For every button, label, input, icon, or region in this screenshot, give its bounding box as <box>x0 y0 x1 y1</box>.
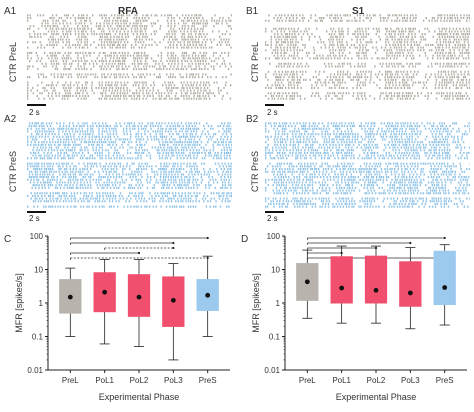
mean-marker <box>205 292 211 298</box>
box-pol3 <box>399 247 422 330</box>
mean-marker <box>170 297 176 303</box>
box-iqr <box>330 256 353 304</box>
x-axis-title: Experimental Phase <box>99 392 180 402</box>
scalebar-label-a1: 2 s <box>29 108 40 117</box>
spike-raster <box>265 14 470 100</box>
box-pres <box>433 244 456 326</box>
raster-plot-b2 <box>265 122 470 208</box>
raster-ylabel-a1: CTR PreL <box>8 41 18 82</box>
raster-plot-a2 <box>27 122 232 208</box>
box-iqr <box>399 261 422 307</box>
y-tick-label: 1 <box>276 299 281 308</box>
spike-raster <box>265 122 470 208</box>
mean-marker <box>67 294 73 300</box>
box-iqr <box>364 255 388 304</box>
mean-marker <box>407 290 413 296</box>
y-tick-label: 100 <box>267 232 281 241</box>
spike-raster <box>27 14 232 100</box>
y-axis-title: MFR [spikes/s] <box>14 273 24 333</box>
box-pol1 <box>330 245 353 324</box>
column-title-s1: S1 <box>352 6 365 17</box>
raster-plot-b1 <box>265 14 470 100</box>
scalebar-b2 <box>265 211 284 213</box>
box-prel <box>296 249 319 319</box>
x-tick-label: PoL1 <box>95 376 114 385</box>
panel-letter-b2: B2 <box>246 114 259 125</box>
box-pol3 <box>162 263 185 361</box>
box-pol2 <box>364 245 388 324</box>
raster-ylabel-a2: CTR PreS <box>8 150 18 192</box>
mean-marker <box>442 285 448 290</box>
x-tick-label: PoL3 <box>401 376 420 385</box>
significance-brackets <box>69 236 209 260</box>
boxplot-chart-c: 0.01 0.1 1 10 100 PreL PoL1 PoL2 PoL3 PreS Experim… <box>4 232 230 402</box>
panel-letter-b1: B1 <box>246 6 259 17</box>
x-tick-label: PoL1 <box>332 376 351 385</box>
column-title-rfa: RFA <box>118 6 138 17</box>
panel-letter-c: C <box>4 234 11 245</box>
scalebar-a1 <box>27 104 46 106</box>
y-tick-label: 0.01 <box>27 366 43 375</box>
y-tick-label: 1 <box>39 299 44 308</box>
panel-letter-a2: A2 <box>4 114 17 125</box>
panel-letter-a1: A1 <box>4 6 17 17</box>
scalebar-b1 <box>265 104 284 106</box>
box-pres <box>196 255 219 337</box>
raster-plot-a1 <box>27 14 232 100</box>
mean-marker <box>102 289 108 295</box>
panel-letter-d: D <box>241 234 248 245</box>
y-axis-title: MFR [spikes/s] <box>251 273 261 333</box>
scalebar-a2 <box>27 211 46 213</box>
x-axis-title: Experimental Phase <box>336 392 417 402</box>
x-tick-label: PreS <box>199 376 217 385</box>
y-tick-label: 10 <box>34 266 43 275</box>
scalebar-label-b2: 2 s <box>267 214 278 223</box>
y-tick-label: 0.1 <box>32 333 44 342</box>
box-pol2 <box>127 259 151 347</box>
x-tick-label: PreL <box>62 376 79 385</box>
box-iqr <box>433 250 456 306</box>
raster-ylabel-b2: CTR PreS <box>250 150 260 192</box>
x-tick-label: PoL2 <box>367 376 386 385</box>
y-tick-label: 0.1 <box>269 333 281 342</box>
boxplot-chart-d: 0.01 0.1 1 10 100 PreL PoL1 PoL2 PoL3 PreS Experim… <box>241 232 467 402</box>
box-pol1 <box>93 259 116 345</box>
mean-marker <box>304 279 310 285</box>
mean-marker <box>339 285 345 291</box>
x-tick-label: PoL2 <box>130 376 149 385</box>
x-tick-label: PoL3 <box>164 376 183 385</box>
y-tick-label: 0.01 <box>264 366 280 375</box>
x-tick-label: PreL <box>299 376 316 385</box>
mean-marker <box>136 294 142 300</box>
y-tick-label: 10 <box>271 266 280 275</box>
box-prel <box>59 267 82 337</box>
mean-marker <box>373 287 379 293</box>
x-tick-label: PreS <box>436 376 454 385</box>
raster-ylabel-b1: CTR PreL <box>250 41 260 82</box>
spike-raster <box>27 122 232 208</box>
scalebar-label-b1: 2 s <box>267 108 278 117</box>
scalebar-label-a2: 2 s <box>29 214 40 223</box>
y-tick-label: 100 <box>30 232 44 241</box>
